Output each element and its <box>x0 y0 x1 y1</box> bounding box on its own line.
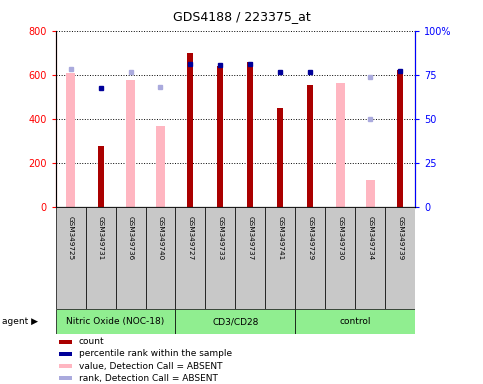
Text: GSM349729: GSM349729 <box>307 215 313 260</box>
Text: GSM349730: GSM349730 <box>338 215 343 260</box>
Bar <box>355 207 385 309</box>
Bar <box>187 53 194 207</box>
Bar <box>59 364 72 367</box>
Text: GSM349727: GSM349727 <box>187 215 194 260</box>
Bar <box>205 207 236 309</box>
Text: GSM349734: GSM349734 <box>368 215 373 260</box>
Bar <box>67 73 75 207</box>
Bar <box>236 207 266 309</box>
Bar <box>385 207 415 309</box>
Text: GSM349736: GSM349736 <box>128 215 133 260</box>
Bar <box>59 376 72 379</box>
Bar <box>175 207 205 309</box>
Text: rank, Detection Call = ABSENT: rank, Detection Call = ABSENT <box>79 374 218 382</box>
Bar <box>59 353 72 356</box>
Bar <box>145 207 175 309</box>
Text: count: count <box>79 338 104 346</box>
Text: value, Detection Call = ABSENT: value, Detection Call = ABSENT <box>79 361 223 371</box>
Bar <box>156 126 165 207</box>
Bar <box>296 207 326 309</box>
Text: GSM349737: GSM349737 <box>247 215 254 260</box>
Bar <box>326 207 355 309</box>
Text: GSM349740: GSM349740 <box>157 215 164 260</box>
Bar <box>398 70 403 207</box>
Text: GSM349741: GSM349741 <box>277 215 284 260</box>
Bar <box>308 85 313 207</box>
Text: CD3/CD28: CD3/CD28 <box>212 317 259 326</box>
Bar <box>175 309 296 334</box>
Text: GSM349725: GSM349725 <box>68 215 73 260</box>
Text: GSM349733: GSM349733 <box>217 215 224 260</box>
Text: percentile rank within the sample: percentile rank within the sample <box>79 349 232 359</box>
Bar <box>247 61 254 207</box>
Text: GDS4188 / 223375_at: GDS4188 / 223375_at <box>172 10 311 23</box>
Bar <box>366 180 374 207</box>
Bar <box>56 207 85 309</box>
Bar <box>85 207 115 309</box>
Text: GSM349731: GSM349731 <box>98 215 103 260</box>
Text: control: control <box>340 317 371 326</box>
Bar <box>217 66 224 207</box>
Text: Nitric Oxide (NOC-18): Nitric Oxide (NOC-18) <box>66 317 165 326</box>
Bar <box>59 341 72 344</box>
Bar <box>56 309 175 334</box>
Bar <box>127 80 135 207</box>
Bar <box>266 207 296 309</box>
Bar <box>98 146 103 207</box>
Text: GSM349739: GSM349739 <box>398 215 403 260</box>
Bar <box>277 108 284 207</box>
Bar <box>336 83 344 207</box>
Bar <box>115 207 145 309</box>
Bar <box>296 309 415 334</box>
Text: agent ▶: agent ▶ <box>2 317 39 326</box>
